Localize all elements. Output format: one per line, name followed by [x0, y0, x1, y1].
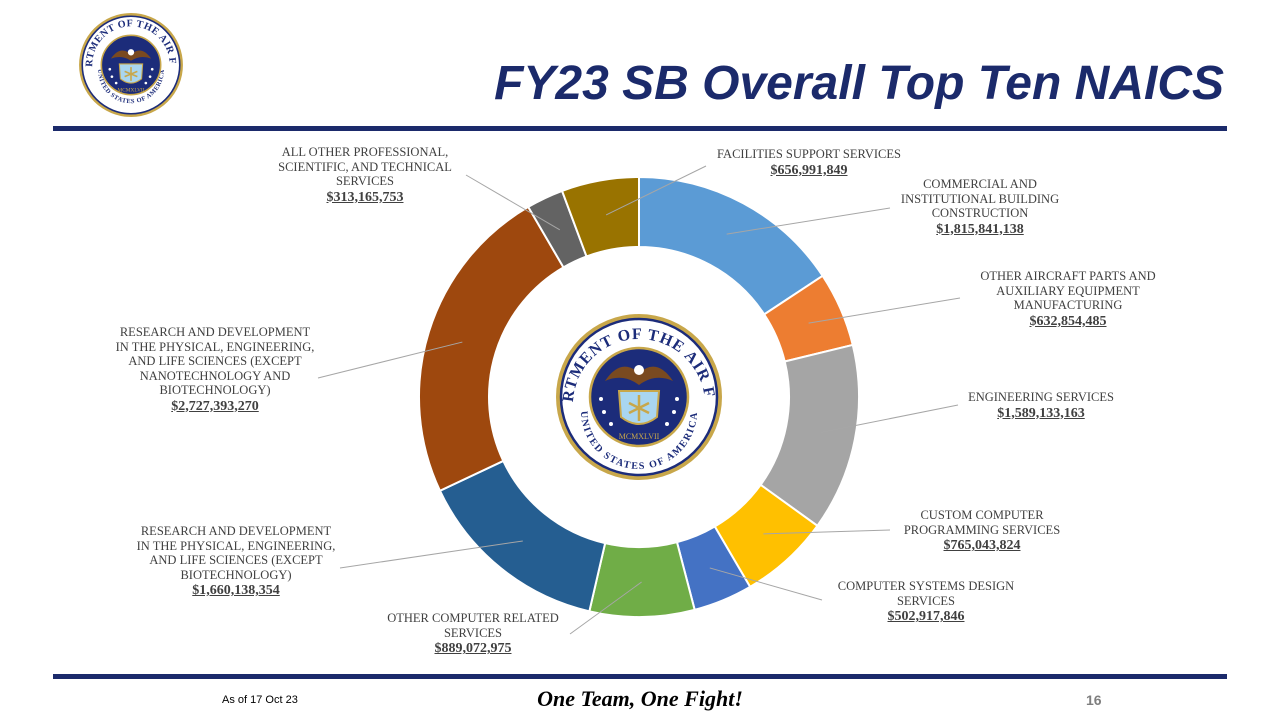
leader-line-3	[763, 529, 891, 535]
label-facilities-support: FACILITIES SUPPORT SERVICES $656,991,849	[700, 147, 918, 179]
slice-value-text: $2,727,393,270	[171, 398, 259, 414]
page-title: FY23 SB Overall Top Ten NAICS	[494, 57, 1224, 110]
label-aircraft-parts: OTHER AIRCRAFT PARTS AND AUXILIARY EQUIP…	[958, 269, 1178, 330]
slice-value-text: $1,589,133,163	[997, 405, 1085, 421]
slice-label-text: COMMERCIAL AND INSTITUTIONAL BUILDING CO…	[900, 177, 1060, 220]
svg-text:MCMXLVII: MCMXLVII	[619, 432, 660, 441]
slice-value-text: $1,660,138,354	[192, 583, 280, 598]
label-systems-design: COMPUTER SYSTEMS DESIGN SERVICES $502,91…	[826, 579, 1026, 625]
chart-leader-lines	[317, 165, 961, 635]
air-force-seal-small: DEPARTMENT OF THE AIR FORCE UNITED STATE…	[78, 12, 183, 117]
label-other-professional: ALL OTHER PROFESSIONAL, SCIENTIFIC, AND …	[264, 145, 466, 206]
slice-9	[560, 175, 640, 258]
slice-label-text: COMPUTER SYSTEMS DESIGN SERVICES	[837, 579, 1015, 608]
slice-value-text: $765,043,824	[943, 538, 1021, 553]
slice-value-text: $502,917,846	[887, 609, 965, 624]
leader-line-0	[726, 207, 891, 235]
leader-line-1	[808, 297, 961, 324]
slice-label-text: RESEARCH AND DEVELOPMENT IN THE PHYSICAL…	[115, 325, 315, 397]
label-other-computer: OTHER COMPUTER RELATED SERVICES $889,072…	[378, 611, 568, 657]
leader-line-9	[605, 165, 707, 216]
footer-date: As of 17 Oct 23	[222, 694, 298, 706]
leader-line-5	[569, 581, 642, 635]
chart-slices	[417, 175, 860, 618]
slice-label-text: ENGINEERING SERVICES	[968, 390, 1114, 404]
svg-text:MCMXLVII: MCMXLVII	[118, 87, 145, 93]
slice-label-text: OTHER AIRCRAFT PARTS AND AUXILIARY EQUIP…	[980, 269, 1156, 312]
footer-rule	[53, 674, 1227, 679]
slice-6	[438, 459, 607, 613]
leader-line-6	[339, 540, 523, 569]
slice-value-text: $656,991,849	[770, 162, 848, 178]
slice-label-text: CUSTOM COMPUTER PROGRAMMING SERVICES	[903, 508, 1061, 537]
leader-line-7	[317, 341, 463, 379]
slice-label-text: ALL OTHER PROFESSIONAL, SCIENTIFIC, AND …	[278, 145, 452, 188]
leader-line-2	[820, 404, 959, 434]
leader-line-4	[709, 567, 823, 601]
slice-label-text: RESEARCH AND DEVELOPMENT IN THE PHYSICAL…	[136, 524, 336, 582]
slice-5	[588, 540, 696, 618]
slice-label-text: FACILITIES SUPPORT SERVICES	[717, 147, 901, 161]
label-custom-programming: CUSTOM COMPUTER PROGRAMMING SERVICES $76…	[892, 508, 1072, 554]
label-commercial-construction: COMMERCIAL AND INSTITUTIONAL BUILDING CO…	[880, 177, 1080, 238]
slice-value-text: $889,072,975	[434, 641, 512, 656]
leader-line-8	[465, 174, 561, 231]
slice-value-text: $1,815,841,138	[936, 221, 1024, 237]
slice-7	[417, 205, 565, 493]
header-rule	[53, 126, 1227, 131]
air-force-seal-center: DEPARTMENT OF THE AIR FORCE UNITED STATE…	[556, 314, 722, 480]
slice-value-text: $632,854,485	[1029, 313, 1107, 329]
slice-value-text: $313,165,753	[326, 189, 404, 205]
footer-motto: One Team, One Fight!	[537, 686, 743, 711]
label-engineering-services: ENGINEERING SERVICES $1,589,133,163	[951, 390, 1131, 422]
page-number: 16	[1086, 692, 1102, 708]
label-rd-except-nano: RESEARCH AND DEVELOPMENT IN THE PHYSICAL…	[114, 325, 316, 415]
label-rd-except-biotech: RESEARCH AND DEVELOPMENT IN THE PHYSICAL…	[136, 524, 336, 599]
slice-label-text: OTHER COMPUTER RELATED SERVICES	[387, 611, 559, 640]
